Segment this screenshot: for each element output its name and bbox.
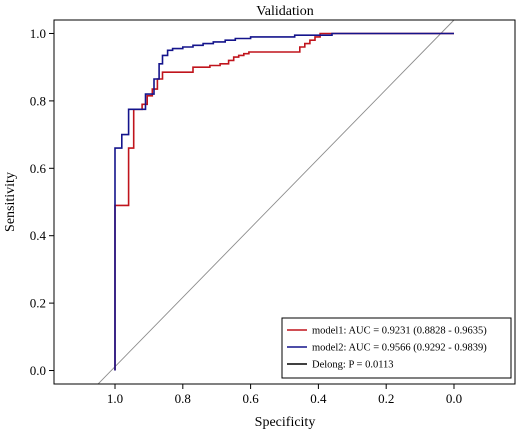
plot-frame (53, 19, 516, 385)
chart-title: Validation (256, 4, 314, 19)
legend-label: Delong: P = 0.0113 (312, 360, 394, 371)
y-tick-label: 1.0 (30, 26, 46, 41)
x-tick-label: 1.0 (107, 391, 123, 406)
x-tick-label: 0.4 (310, 391, 327, 406)
legend-label: model2: AUC = 0.9566 (0.9292 - 0.9839) (312, 343, 487, 354)
series-line-model2 (114, 32, 454, 371)
x-tick-label: 0.8 (175, 391, 191, 406)
y-tick-label: 0.4 (30, 228, 47, 243)
y-axis-label: Sensitivity (3, 172, 18, 232)
reference-diagonal-line (97, 19, 455, 385)
series-line-model1 (114, 32, 454, 371)
y-tick-label: 0.2 (30, 296, 46, 311)
legend-box (281, 317, 512, 379)
y-tick-label: 0.6 (30, 161, 47, 176)
legend: model1: AUC = 0.9231 (0.8828 - 0.9635) mo… (281, 317, 512, 379)
x-tick-label: 0.6 (242, 391, 259, 406)
x-tick-label: 0.0 (446, 391, 462, 406)
x-axis-label: Specificity (255, 415, 316, 430)
y-tick-label: 0.8 (30, 93, 46, 108)
x-tick-label: 0.2 (378, 391, 394, 406)
y-tick-label: 0.0 (30, 363, 46, 378)
legend-label: model1: AUC = 0.9231 (0.8828 - 0.9635) (312, 326, 487, 337)
